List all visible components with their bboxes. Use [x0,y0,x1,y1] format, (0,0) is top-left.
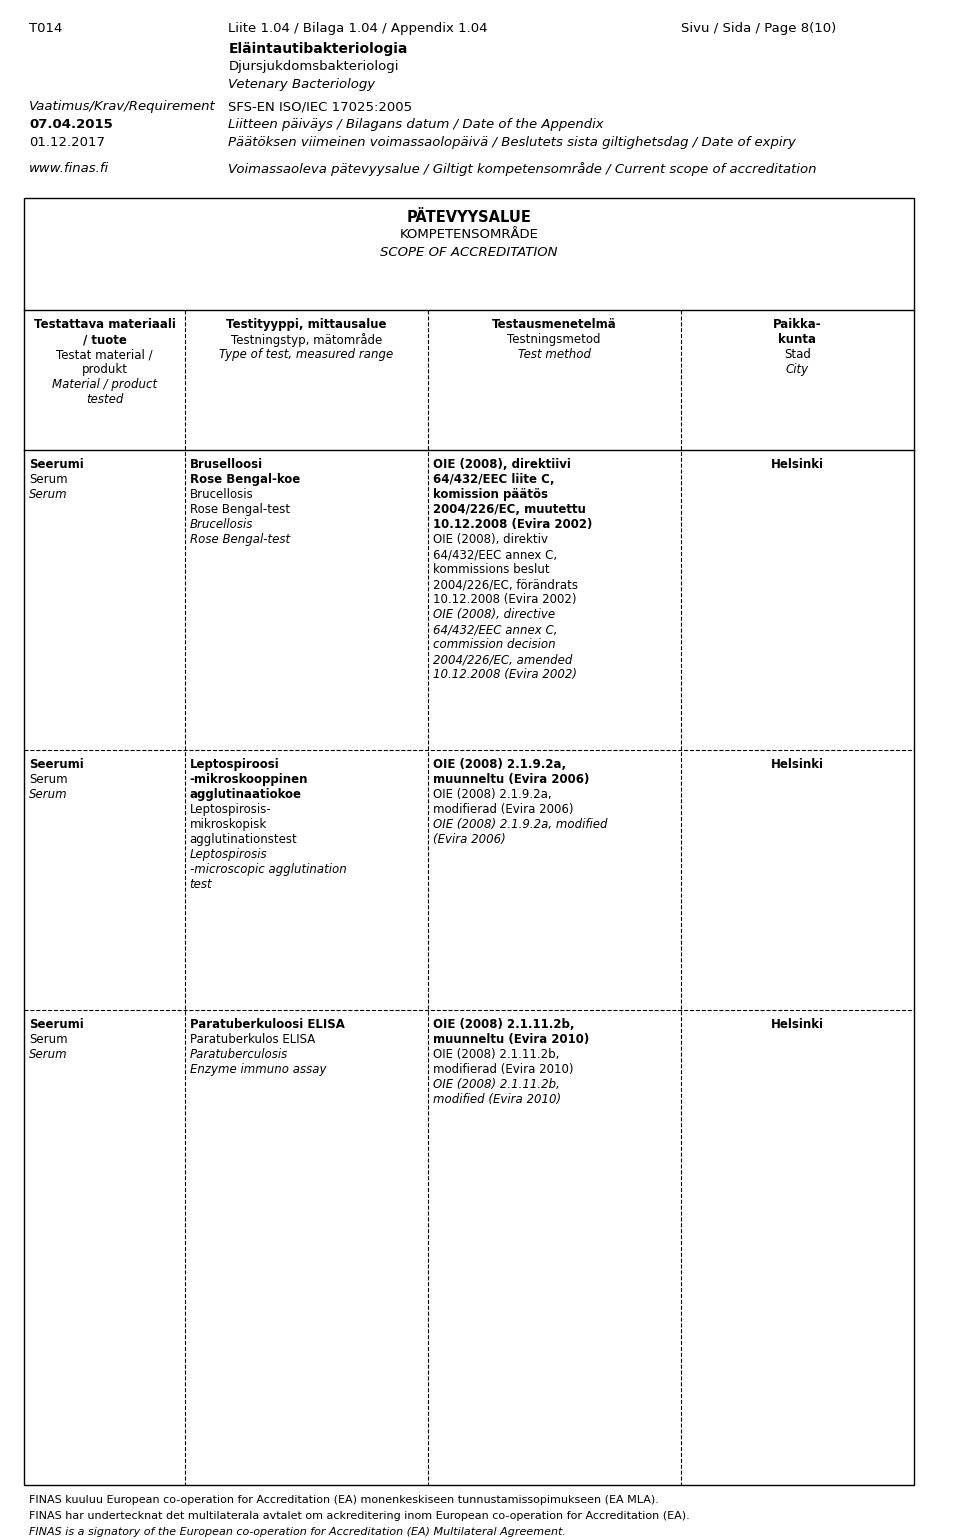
Text: agglutinaatiokoe: agglutinaatiokoe [189,788,301,801]
Text: Bruselloosi: Bruselloosi [189,457,263,471]
Text: Seerumi: Seerumi [29,758,84,772]
Text: OIE (2008) 2.1.11.2b,: OIE (2008) 2.1.11.2b, [433,1078,560,1090]
Text: Rose Bengal-test: Rose Bengal-test [189,504,290,516]
Text: FINAS har undertecknat det multilaterala avtalet om ackreditering inom European : FINAS har undertecknat det multilaterala… [29,1511,690,1522]
Text: Testausmenetelmä: Testausmenetelmä [492,317,616,331]
Text: produkt: produkt [82,363,128,376]
Text: Djursjukdomsbakteriologi: Djursjukdomsbakteriologi [228,60,399,72]
Text: Testattava materiaali: Testattava materiaali [34,317,176,331]
Text: Material / product: Material / product [52,377,157,391]
Text: OIE (2008) 2.1.9.2a,: OIE (2008) 2.1.9.2a, [433,788,551,801]
Text: Leptospirosis: Leptospirosis [189,849,267,861]
Text: KOMPETENSOMRÅDE: KOMPETENSOMRÅDE [399,228,539,240]
Text: 2004/226/EC, muutettu: 2004/226/EC, muutettu [433,504,586,516]
Text: Testningstyp, mätområde: Testningstyp, mätområde [230,333,382,346]
Text: Serum: Serum [29,1049,68,1061]
Text: City: City [785,363,809,376]
Text: FINAS kuuluu European co-operation for Accreditation (EA) monenkeskiseen tunnust: FINAS kuuluu European co-operation for A… [29,1495,660,1505]
Text: Type of test, measured range: Type of test, measured range [219,348,394,360]
Text: mikroskopisk: mikroskopisk [189,818,267,832]
Text: Vetenary Bacteriology: Vetenary Bacteriology [228,79,375,91]
Text: 10.12.2008 (Evira 2002): 10.12.2008 (Evira 2002) [433,593,576,607]
Text: 01.12.2017: 01.12.2017 [29,136,106,149]
Text: Liitteen päiväys / Bilagans datum / Date of the Appendix: Liitteen päiväys / Bilagans datum / Date… [228,119,604,131]
Text: 07.04.2015: 07.04.2015 [29,119,113,131]
Text: OIE (2008), directive: OIE (2008), directive [433,608,555,621]
Text: Test method: Test method [517,348,590,360]
Text: test: test [189,878,212,892]
Text: PÄTEVYYSALUE: PÄTEVYYSALUE [407,209,532,225]
Text: Paikka-: Paikka- [773,317,822,331]
Text: Serum: Serum [29,488,68,500]
Text: SFS-EN ISO/IEC 17025:2005: SFS-EN ISO/IEC 17025:2005 [228,100,413,112]
Text: Serum: Serum [29,773,68,785]
Text: 64/432/EEC liite C,: 64/432/EEC liite C, [433,473,554,487]
Text: komission päätös: komission päätös [433,488,547,500]
Text: Rose Bengal-koe: Rose Bengal-koe [189,473,300,487]
Text: (Evira 2006): (Evira 2006) [433,833,505,845]
Text: Vaatimus/Krav/Requirement: Vaatimus/Krav/Requirement [29,100,216,112]
Text: modified (Evira 2010): modified (Evira 2010) [433,1093,561,1106]
Text: kunta: kunta [779,333,816,346]
Text: / tuote: / tuote [83,333,127,346]
Text: FINAS is a signatory of the European co-operation for Accreditation (EA) Multila: FINAS is a signatory of the European co-… [29,1528,566,1537]
Text: Paratuberculosis: Paratuberculosis [189,1049,288,1061]
Text: Helsinki: Helsinki [771,758,824,772]
Text: 2004/226/EC, amended: 2004/226/EC, amended [433,653,572,665]
Text: OIE (2008), direktiv: OIE (2008), direktiv [433,533,547,547]
Text: Helsinki: Helsinki [771,1018,824,1030]
Text: Serum: Serum [29,788,68,801]
Text: Testningsmetod: Testningsmetod [508,333,601,346]
Text: Voimassaoleva pätevyysalue / Giltigt kompetensområde / Current scope of accredit: Voimassaoleva pätevyysalue / Giltigt kom… [228,162,817,176]
Text: 64/432/EEC annex C,: 64/432/EEC annex C, [433,624,557,636]
Text: Testat material /: Testat material / [57,348,153,360]
Text: modifierad (Evira 2006): modifierad (Evira 2006) [433,802,573,816]
Text: muunneltu (Evira 2010): muunneltu (Evira 2010) [433,1033,588,1046]
Text: kommissions beslut: kommissions beslut [433,564,549,576]
Text: Päätöksen viimeinen voimassaolopäivä / Beslutets sista giltighetsdag / Date of e: Päätöksen viimeinen voimassaolopäivä / B… [228,136,797,149]
Text: Paratuberkuloosi ELISA: Paratuberkuloosi ELISA [189,1018,345,1030]
Text: Rose Bengal-test: Rose Bengal-test [189,533,290,547]
Text: commission decision: commission decision [433,638,555,651]
Text: agglutinationstest: agglutinationstest [189,833,298,845]
Text: Testityyppi, mittausalue: Testityyppi, mittausalue [226,317,387,331]
Text: OIE (2008) 2.1.9.2a,: OIE (2008) 2.1.9.2a, [433,758,565,772]
Text: Serum: Serum [29,1033,68,1046]
Text: OIE (2008) 2.1.11.2b,: OIE (2008) 2.1.11.2b, [433,1018,574,1030]
Bar [24,199,914,1485]
Text: -mikroskooppinen: -mikroskooppinen [189,773,308,785]
Text: Liite 1.04 / Bilaga 1.04 / Appendix 1.04: Liite 1.04 / Bilaga 1.04 / Appendix 1.04 [228,22,488,35]
Text: 10.12.2008 (Evira 2002): 10.12.2008 (Evira 2002) [433,517,592,531]
Text: Brucellosis: Brucellosis [189,517,253,531]
Text: Seerumi: Seerumi [29,457,84,471]
Text: Seerumi: Seerumi [29,1018,84,1030]
Text: tested: tested [85,393,123,407]
Text: 64/432/EEC annex C,: 64/432/EEC annex C, [433,548,557,561]
Text: Brucellosis: Brucellosis [189,488,253,500]
Text: modifierad (Evira 2010): modifierad (Evira 2010) [433,1063,573,1076]
Text: OIE (2008) 2.1.11.2b,: OIE (2008) 2.1.11.2b, [433,1049,559,1061]
Text: Stad: Stad [783,348,810,360]
Text: Paratuberkulos ELISA: Paratuberkulos ELISA [189,1033,315,1046]
Text: Enzyme immuno assay: Enzyme immuno assay [189,1063,326,1076]
Text: OIE (2008), direktiivi: OIE (2008), direktiivi [433,457,570,471]
Text: Eläintautibakteriologia: Eläintautibakteriologia [228,42,408,55]
Text: Leptospiroosi: Leptospiroosi [189,758,279,772]
Text: Serum: Serum [29,473,68,487]
Text: 10.12.2008 (Evira 2002): 10.12.2008 (Evira 2002) [433,668,577,681]
Text: Helsinki: Helsinki [771,457,824,471]
Text: Sivu / Sida / Page 8(10): Sivu / Sida / Page 8(10) [681,22,836,35]
Text: muunneltu (Evira 2006): muunneltu (Evira 2006) [433,773,589,785]
Text: 2004/226/EC, förändrats: 2004/226/EC, förändrats [433,578,578,591]
Text: SCOPE OF ACCREDITATION: SCOPE OF ACCREDITATION [380,246,558,259]
Text: Leptospirosis-: Leptospirosis- [189,802,272,816]
Text: T014: T014 [29,22,62,35]
Text: OIE (2008) 2.1.9.2a, modified: OIE (2008) 2.1.9.2a, modified [433,818,607,832]
Text: -microscopic agglutination: -microscopic agglutination [189,862,347,876]
Text: www.finas.fi: www.finas.fi [29,162,109,176]
